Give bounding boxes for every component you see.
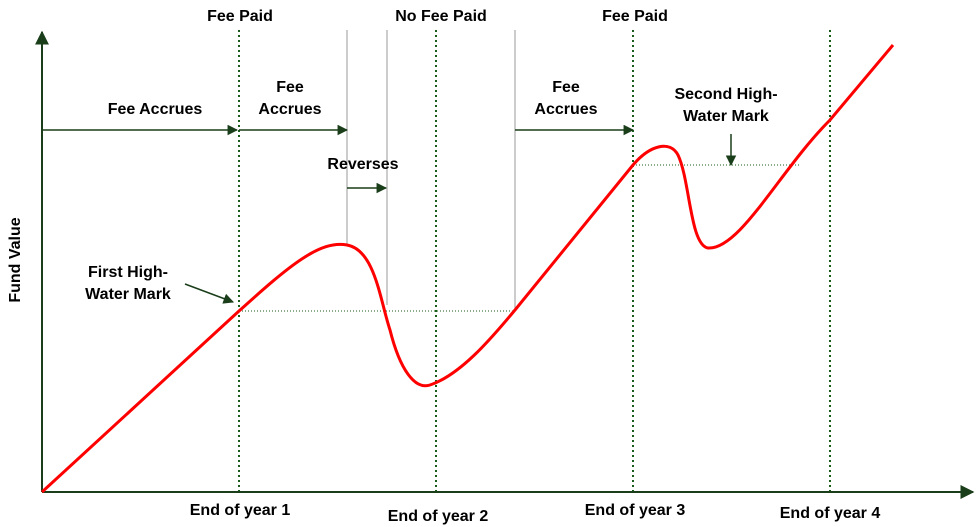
annotation: Reverses <box>327 156 398 173</box>
annotation: Water Mark <box>85 286 171 303</box>
annotation: Second High- <box>674 86 777 103</box>
annotation: First High- <box>88 264 168 281</box>
annotation: Fee Accrues <box>108 101 203 118</box>
fund-curve <box>40 44 895 494</box>
top-label: Fee Paid <box>207 8 273 25</box>
x-label: End of year 3 <box>585 502 686 519</box>
annotations: Fee Accrues Fee Accrues Reverses Fee Accrues F… <box>85 79 777 303</box>
annotation: Accrues <box>258 101 321 118</box>
annotation: Water Mark <box>683 108 769 125</box>
annotation: Accrues <box>534 101 597 118</box>
arrows <box>42 124 737 304</box>
y-axis-label: Fund Value <box>7 217 24 302</box>
x-label: End of year 4 <box>780 505 881 522</box>
top-label: Fee Paid <box>602 8 668 25</box>
axes <box>35 30 975 499</box>
x-label: End of year 2 <box>388 508 489 525</box>
top-label: No Fee Paid <box>395 8 487 25</box>
guides <box>238 30 831 492</box>
x-label: End of year 1 <box>190 502 291 519</box>
annotation: Fee <box>276 79 304 96</box>
annotation: Fee <box>552 79 580 96</box>
